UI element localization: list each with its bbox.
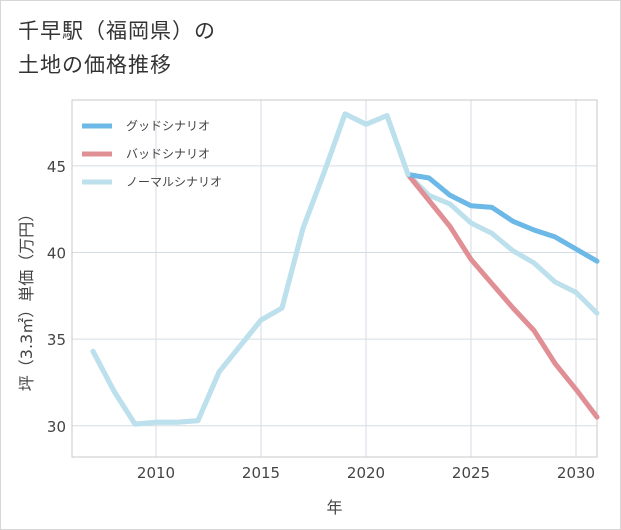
y-tick-label: 35: [47, 331, 66, 349]
series-line-history: [90, 111, 411, 427]
x-tick-label: 2015: [242, 464, 280, 482]
title-line-2: 土地の価格推移: [18, 53, 172, 77]
x-axis-title: 年: [326, 498, 342, 517]
series-line-0: [405, 172, 600, 264]
x-tick-label: 2025: [452, 464, 490, 482]
chart-title: 千早駅（福岡県）の 土地の価格推移: [18, 14, 216, 82]
grid: [72, 100, 597, 457]
legend-label: ノーマルシナリオ: [126, 175, 222, 189]
title-line-1: 千早駅（福岡県）の: [18, 19, 216, 43]
series-line-1: [405, 172, 600, 420]
y-tick-label: 30: [47, 418, 66, 436]
y-tick-label: 45: [47, 158, 66, 176]
legend-label: バッドシナリオ: [126, 147, 210, 161]
x-tick-label: 2020: [347, 464, 385, 482]
x-tick-label: 2010: [137, 464, 175, 482]
legend-label: グッドシナリオ: [126, 119, 210, 133]
y-tick-label: 40: [47, 245, 66, 263]
series-lines: [90, 111, 600, 427]
y-axis-title: 坪（3.3㎡）単価（万円）: [17, 206, 36, 391]
plot-area: [71, 99, 598, 458]
x-tick-label: 2030: [557, 464, 595, 482]
tick-labels: 2010 2015 2020 2025 2030 30 35 40 45: [47, 158, 595, 482]
